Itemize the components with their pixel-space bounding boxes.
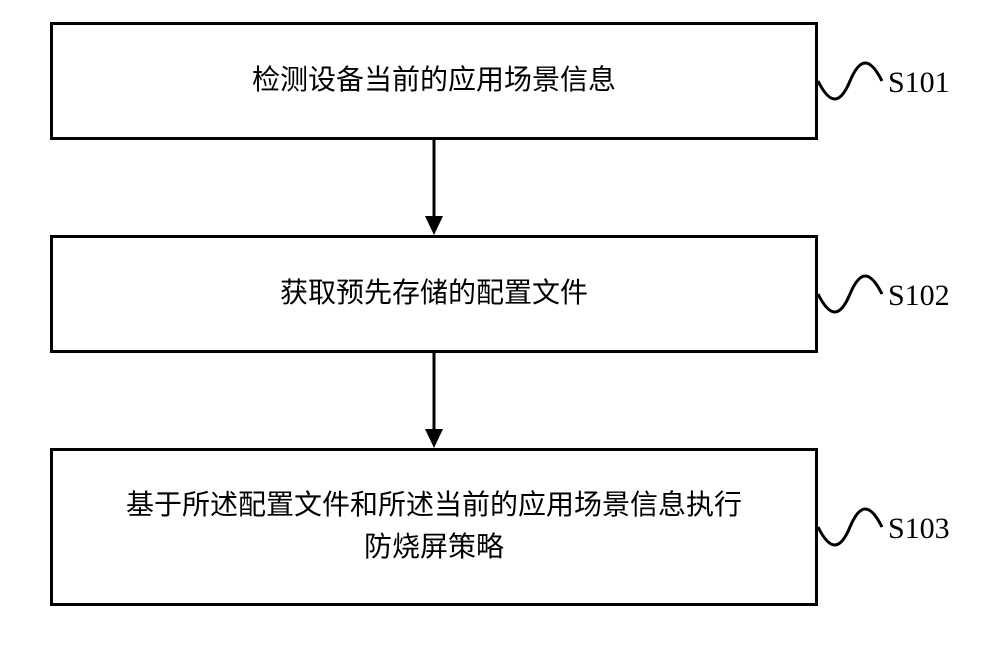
flow-step-3-text: 基于所述配置文件和所述当前的应用场景信息执行防烧屏策略 — [124, 485, 744, 569]
squiggle-3 — [818, 501, 888, 553]
flowchart-canvas: 检测设备当前的应用场景信息 S101 获取预先存储的配置文件 S102 基于所述… — [0, 0, 1000, 655]
arrow-1-to-2 — [424, 140, 444, 235]
arrow-2-to-3 — [424, 353, 444, 448]
squiggle-2 — [818, 268, 888, 320]
flow-step-1-label: S101 — [888, 66, 950, 100]
flow-step-3: 基于所述配置文件和所述当前的应用场景信息执行防烧屏策略 — [50, 448, 818, 606]
flow-step-1: 检测设备当前的应用场景信息 — [50, 22, 818, 140]
squiggle-1 — [818, 55, 888, 107]
flow-step-1-text: 检测设备当前的应用场景信息 — [252, 60, 616, 102]
flow-step-2: 获取预先存储的配置文件 — [50, 235, 818, 353]
flow-step-3-label: S103 — [888, 512, 950, 546]
flow-step-2-label: S102 — [888, 279, 950, 313]
flow-step-2-text: 获取预先存储的配置文件 — [280, 273, 588, 315]
